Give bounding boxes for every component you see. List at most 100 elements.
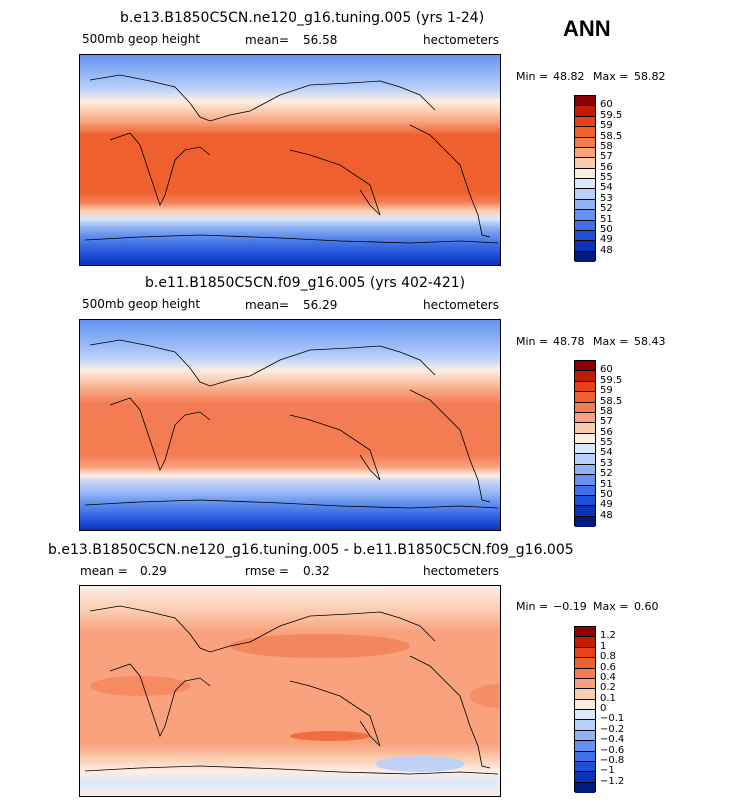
colorbar-swatch (575, 96, 595, 107)
rmse-value-bottom: 0.32 (303, 564, 330, 578)
map-bottom (79, 585, 501, 797)
colorbar-swatch (575, 761, 595, 773)
colorbar-tick-label: 50 (600, 223, 613, 235)
max-label-middle: Max = (593, 335, 629, 348)
colorbar-tick-label: 52 (600, 203, 613, 215)
colorbar-tick-label: 58.5 (600, 130, 623, 142)
colorbar-bottom (574, 626, 596, 793)
colorbar-swatch (575, 116, 595, 128)
colorbar-swatch (575, 433, 595, 444)
units-middle: hectometers (423, 298, 499, 312)
colorbar-tick-label: 0.8 (600, 651, 616, 663)
panel-title-middle: b.e11.B1850C5CN.f09_g16.005 (yrs 402-421… (145, 275, 466, 291)
panel-title-top: b.e13.B1850C5CN.ne120_g16.tuning.005 (yr… (120, 10, 485, 26)
min-value-middle: 48.78 (553, 335, 585, 348)
max-value-middle: 58.43 (634, 335, 666, 348)
colorbar-swatch (575, 158, 595, 169)
colorbar-swatch (575, 168, 595, 179)
colorbar-tick-label: 48 (600, 509, 613, 521)
max-label-top: Max = (593, 70, 629, 83)
colorbar-tick-label: 55 (600, 172, 613, 183)
colorbar-swatch (575, 678, 595, 690)
colorbar-tick-label: 54 (600, 447, 613, 459)
colorbar-tick-label: 57 (600, 416, 613, 428)
colorbar-swatch (575, 381, 595, 393)
colorbar-swatch (575, 730, 595, 742)
mean-label-bottom: mean = (80, 564, 128, 578)
colorbar-swatch (575, 392, 595, 403)
colorbar-tick-label: 1.2 (600, 630, 616, 642)
min-label-top: Min = (516, 70, 549, 83)
mean-value-bottom: 0.29 (140, 564, 167, 578)
rmse-label-bottom: rmse = (245, 564, 289, 578)
colorbar-swatch (575, 782, 595, 793)
colorbar-swatch (575, 658, 595, 669)
colorbar-swatch (575, 751, 595, 762)
map-top (79, 54, 501, 266)
colorbar-swatch (575, 699, 595, 710)
colorbar-swatch (575, 137, 595, 148)
colorbar-swatch (575, 637, 595, 648)
colorbar-swatch (575, 210, 595, 221)
field-label-middle: 500mb geop height (82, 297, 201, 311)
field-label-top: 500mb geop height (82, 32, 201, 46)
colorbar-tick-label: 56 (600, 426, 613, 438)
colorbar-top (574, 95, 596, 262)
colorbar-tick-label: 56 (600, 161, 613, 173)
colorbar-tick-label: 48 (600, 244, 613, 256)
colorbar-swatch (575, 230, 595, 242)
colorbar-swatch (575, 251, 595, 262)
colorbar-tick-label: −0.1 (600, 713, 625, 725)
colorbar-swatch (575, 241, 595, 252)
min-value-top: 48.82 (553, 70, 585, 83)
colorbar-tick-label: −0.2 (600, 723, 625, 735)
colorbar-swatch (575, 720, 595, 731)
colorbar-swatch (575, 772, 595, 783)
colorbar-tick-label: 58 (600, 405, 613, 417)
colorbar-tick-label: 55 (600, 437, 613, 448)
colorbar-swatch (575, 647, 595, 659)
colorbar-swatch (575, 741, 595, 752)
units-bottom: hectometers (423, 564, 499, 578)
colorbar-swatch (575, 371, 595, 382)
colorbar-tick-label: 50 (600, 488, 613, 500)
min-value-bottom: −0.19 (553, 600, 587, 613)
colorbar-swatch (575, 423, 595, 434)
colorbar-middle (574, 360, 596, 527)
mean-value-top: 56.58 (303, 33, 338, 47)
max-value-bottom: 0.60 (634, 600, 659, 613)
colorbar-tick-label: 1 (600, 640, 607, 652)
colorbar-tick-label: 52 (600, 468, 613, 480)
colorbar-tick-label: 51 (600, 478, 613, 490)
colorbar-swatch (575, 495, 595, 507)
colorbar-tick-label: 49 (600, 499, 613, 511)
colorbar-tick-label: 58.5 (600, 395, 623, 407)
map-bottom-svg (80, 586, 500, 796)
colorbar-tick-label: −0.4 (600, 734, 625, 746)
mean-label-top: mean= (245, 33, 290, 47)
mean-value-middle: 56.29 (303, 298, 338, 312)
colorbar-tick-label: 57 (600, 151, 613, 163)
map-top-svg (80, 55, 500, 265)
map-middle-svg (80, 320, 500, 530)
max-label-bottom: Max = (593, 600, 629, 613)
colorbar-tick-label: 0.4 (600, 671, 616, 683)
colorbar-swatch (575, 668, 595, 679)
colorbar-tick-label: −1.2 (600, 775, 625, 787)
colorbar-swatch (575, 444, 595, 455)
colorbar-swatch (575, 710, 595, 721)
colorbar-tick-label: −1 (600, 765, 615, 777)
colorbar-swatch (575, 179, 595, 190)
colorbar-swatch (575, 361, 595, 372)
colorbar-swatch (575, 516, 595, 527)
colorbar-tick-label: 0.6 (600, 661, 616, 673)
colorbar-tick-label: 54 (600, 182, 613, 194)
colorbar-tick-label: 59.5 (600, 109, 623, 121)
mean-label-middle: mean= (245, 298, 290, 312)
colorbar-swatch (575, 147, 595, 159)
colorbar-tick-label: 58 (600, 140, 613, 152)
colorbar-tick-label: 59 (600, 120, 613, 132)
colorbar-swatch (575, 402, 595, 413)
colorbar-tick-label: 0.2 (600, 682, 616, 694)
min-label-middle: Min = (516, 335, 549, 348)
